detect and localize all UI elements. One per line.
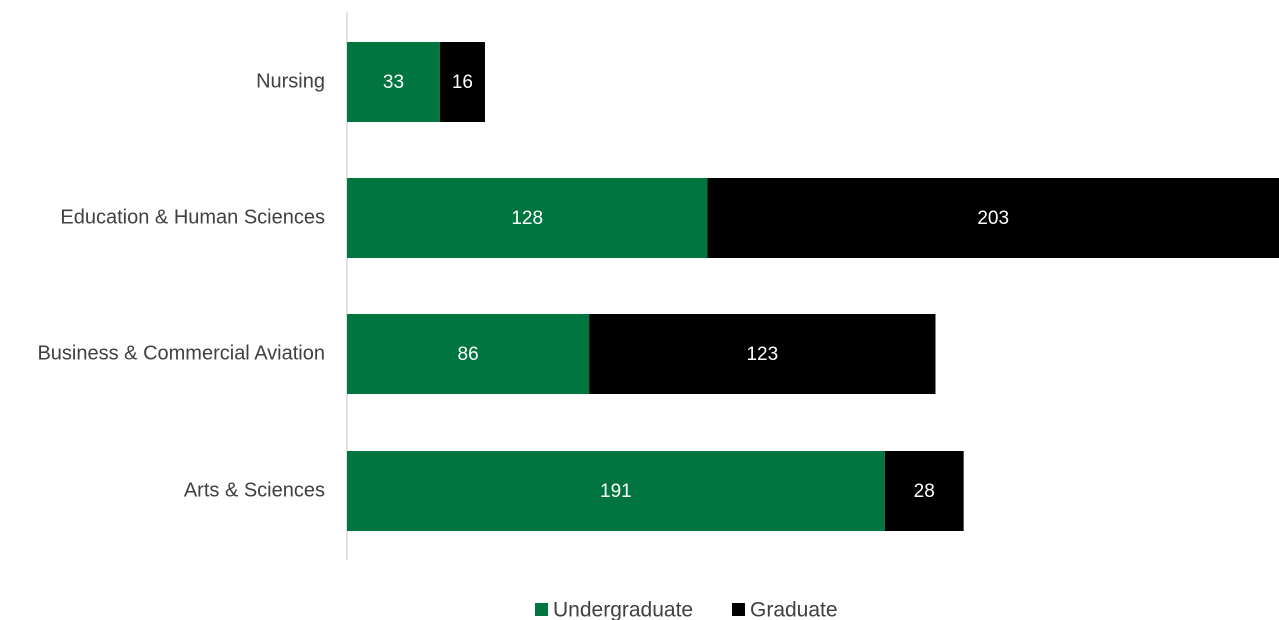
bars xyxy=(347,42,1279,531)
bar-graduate-nursing xyxy=(439,42,485,122)
data-label-undergraduate-education-and-human-sciences: 128 xyxy=(511,208,543,229)
legend-label-graduate: Graduate xyxy=(750,599,838,620)
legend-label-undergraduate: Undergraduate xyxy=(553,599,693,620)
data-label-undergraduate-arts-and-sciences: 191 xyxy=(600,481,632,502)
data-label-graduate-education-and-human-sciences: 203 xyxy=(977,208,1009,229)
bar-undergraduate-education-and-human-sciences xyxy=(347,178,708,258)
data-labels: 33 16 128 203 86 123 191 28 xyxy=(383,72,1009,502)
category-label-nursing: Nursing xyxy=(256,70,325,92)
legend-swatch-graduate xyxy=(732,603,745,616)
data-label-graduate-arts-and-sciences: 28 xyxy=(914,481,935,502)
legend: Undergraduate Graduate xyxy=(535,599,838,620)
data-label-graduate-business-and-commercial-aviation: 123 xyxy=(746,344,778,365)
category-labels: Nursing Education & Human Sciences Busines… xyxy=(37,70,325,501)
data-label-undergraduate-nursing: 33 xyxy=(383,72,404,93)
category-label-arts-and-sciences: Arts & Sciences xyxy=(184,479,325,501)
bar-graduate-arts-and-sciences xyxy=(884,451,964,531)
data-label-undergraduate-business-and-commercial-aviation: 86 xyxy=(458,344,479,365)
category-label-business-and-commercial-aviation: Business & Commercial Aviation xyxy=(37,342,325,364)
category-label-education-and-human-sciences: Education & Human Sciences xyxy=(60,206,325,228)
bar-undergraduate-arts-and-sciences xyxy=(347,451,885,531)
legend-swatch-undergraduate xyxy=(535,603,548,616)
data-label-graduate-nursing: 16 xyxy=(452,72,473,93)
bar-graduate-business-and-commercial-aviation xyxy=(589,314,936,394)
bar-undergraduate-business-and-commercial-aviation xyxy=(347,314,590,394)
bar-undergraduate-nursing xyxy=(347,42,440,122)
bar-graduate-education-and-human-sciences xyxy=(707,178,1279,258)
